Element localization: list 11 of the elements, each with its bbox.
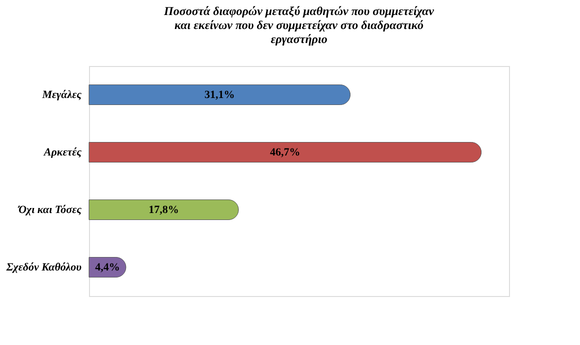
data-label: 4,4% [95,261,120,274]
y-tick-label: Αρκετές [42,146,82,158]
text: και εκείνων που δεν συμμετείχαν στο διαδραστικό [174,18,424,32]
y-tick-label: Όχι και Τόσες [17,204,82,216]
data-label: 17,8% [148,204,179,216]
data-label: 31,1% [204,88,235,101]
y-tick-label: Μεγάλες [41,88,82,101]
data-label: 46,7% [270,146,300,158]
text: εργαστήριο [270,32,328,46]
text: Ποσοστά διαφορών μεταξύ μαθητών που συμμετείχαν [164,4,434,18]
y-tick-label: Σχεδόν Καθόλου [5,261,82,274]
